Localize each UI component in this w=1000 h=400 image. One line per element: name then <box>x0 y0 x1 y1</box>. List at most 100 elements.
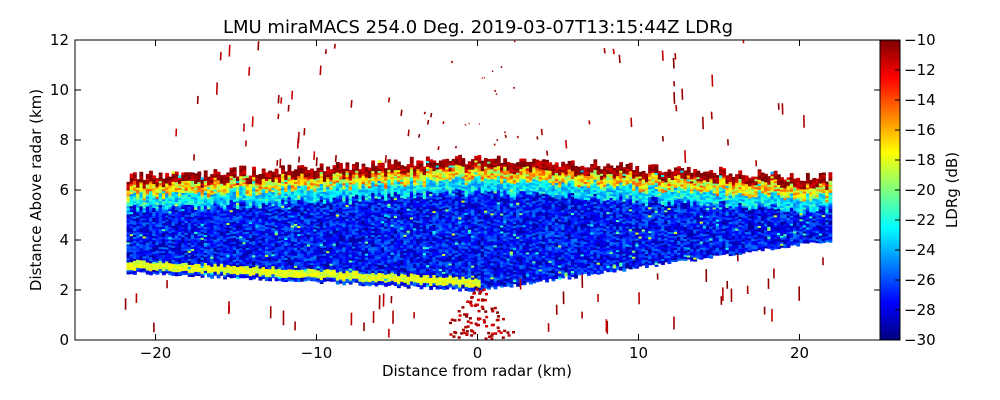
ldr-cell <box>168 258 173 262</box>
ldr-cell <box>322 273 327 276</box>
ldr-cell <box>252 228 256 232</box>
ldr-cell <box>293 187 298 190</box>
ldr-cell <box>129 225 134 229</box>
ldr-cell <box>271 205 276 209</box>
ldr-cell <box>300 249 305 252</box>
ldr-cell <box>200 191 205 194</box>
ldr-cell <box>351 215 356 219</box>
ldr-cell <box>335 219 340 223</box>
ldr-cell <box>355 170 359 173</box>
ldr-cell <box>255 234 260 238</box>
ldr-cell <box>303 244 308 248</box>
ldr-cell <box>368 255 372 259</box>
ldr-cell <box>216 227 221 231</box>
ldr-cell <box>239 187 244 191</box>
ldr-cell <box>290 176 295 180</box>
ldr-cell <box>255 202 260 206</box>
ldr-cell <box>264 180 269 183</box>
ldr-cell <box>380 234 385 238</box>
ldr-cell <box>236 258 240 262</box>
ldr-cell <box>319 197 324 201</box>
ldr-cell <box>351 257 356 261</box>
ldr-cell <box>229 231 234 235</box>
ldr-cell <box>374 183 379 187</box>
ldr-cell <box>236 224 240 228</box>
ldr-cell <box>393 275 398 279</box>
ldr-cell <box>200 253 205 256</box>
ldr-cell <box>161 196 166 200</box>
ldr-cell <box>216 207 221 211</box>
ldr-cell <box>374 267 379 271</box>
ldr-cell <box>178 179 182 182</box>
ldr-cell <box>358 239 363 242</box>
ldr-cell <box>268 182 273 186</box>
ldr-cell <box>400 269 405 272</box>
ldr-cell <box>345 224 350 227</box>
ldr-cell <box>368 229 372 233</box>
ldr-cell <box>303 174 308 178</box>
ldr-cell <box>393 251 398 255</box>
ldr-cell <box>178 183 182 186</box>
ldr-cell <box>229 169 234 173</box>
ldr-cell <box>216 233 221 237</box>
ldr-cell <box>345 172 350 175</box>
ldr-cell <box>390 246 395 249</box>
ldr-cell <box>219 267 224 270</box>
ldr-cell <box>406 278 411 281</box>
ldr-cell <box>390 170 395 173</box>
ldr-cell <box>245 221 250 224</box>
ldr-cell <box>258 210 263 213</box>
ldr-cell <box>316 225 321 229</box>
ldr-cell <box>255 244 260 248</box>
ldr-cell <box>287 246 292 250</box>
ldr-cell <box>213 265 218 268</box>
ldr-cell <box>168 250 173 254</box>
ldr-cell <box>268 230 273 234</box>
ldr-cell <box>310 214 314 218</box>
ldr-cell <box>168 224 173 228</box>
ldr-cell <box>261 234 266 238</box>
ldr-cell <box>348 205 353 209</box>
ldr-cell <box>210 176 215 179</box>
ldr-cell <box>332 195 337 198</box>
ldr-cell <box>300 245 305 248</box>
ldr-cell <box>261 236 266 240</box>
ldr-cell <box>297 181 301 185</box>
ldr-cell <box>364 203 369 206</box>
ldr-cell <box>197 219 202 223</box>
ldr-cell <box>184 268 189 271</box>
ldr-cell <box>271 191 276 195</box>
ldr-cell <box>229 177 234 181</box>
ldr-cell <box>142 183 147 187</box>
ldr-cell <box>178 257 182 260</box>
ldr-cell <box>409 222 414 226</box>
ldr-cell <box>258 242 263 245</box>
ldr-cell <box>297 185 301 189</box>
ldr-cell <box>371 176 376 180</box>
ldr-cell <box>229 257 234 261</box>
ldr-cell <box>290 258 295 262</box>
ldr-cell <box>287 208 292 212</box>
ldr-cell <box>416 254 421 257</box>
ldr-cell <box>306 186 311 189</box>
ldr-cell <box>152 223 157 226</box>
ldr-cell <box>194 217 198 220</box>
ldr-cell <box>313 222 318 226</box>
ldr-cell <box>261 222 266 226</box>
ldr-cell <box>400 267 405 270</box>
ldr-cell <box>390 212 395 215</box>
ldr-cell <box>271 239 276 243</box>
ldr-cell <box>377 184 382 187</box>
ldr-cell <box>277 206 282 209</box>
ldr-cell <box>210 198 215 201</box>
ldr-cell <box>232 253 237 256</box>
ldr-cell <box>397 263 401 267</box>
ldr-cell <box>326 206 330 210</box>
ldr-cell <box>390 280 395 283</box>
ldr-cell <box>168 188 173 192</box>
ldr-cell <box>361 255 366 259</box>
ldr-cell <box>210 180 215 183</box>
ldr-cell <box>300 177 305 180</box>
ldr-cell <box>213 259 218 262</box>
